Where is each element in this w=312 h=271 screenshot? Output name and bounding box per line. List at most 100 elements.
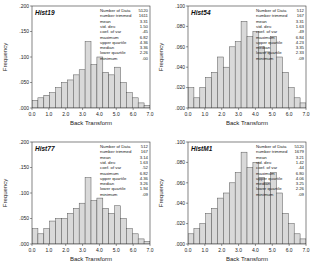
y-axis-label: Frequency xyxy=(2,179,8,207)
x-tick-label: 2.0 xyxy=(62,111,69,117)
panel-title: Hist54 xyxy=(191,9,211,16)
y-tick xyxy=(30,108,32,109)
stat-value: 1.50 xyxy=(140,24,149,29)
bar xyxy=(300,239,306,244)
y-tick xyxy=(30,31,32,32)
bar xyxy=(103,208,109,244)
bar xyxy=(44,95,50,108)
y-tick-label: .040 xyxy=(175,200,185,206)
x-tick-label: 6.0 xyxy=(286,247,293,253)
stat-value: 3.36 xyxy=(140,45,149,50)
bar xyxy=(56,219,62,245)
stat-label: number trimmed xyxy=(256,13,288,18)
stat-value: 4.36 xyxy=(140,176,149,181)
y-tick xyxy=(186,26,188,27)
x-axis-label: Back Transform xyxy=(70,120,112,126)
bar xyxy=(97,57,103,108)
stat-value: 3.35 xyxy=(296,45,305,50)
stat-label: Number of Data xyxy=(256,144,287,149)
bar xyxy=(50,221,56,244)
y-tick xyxy=(186,87,188,88)
x-tick-label: 5.0 xyxy=(269,111,276,117)
stat-value: 4.36 xyxy=(140,40,149,45)
stat-label: coef. of var xyxy=(100,165,122,170)
frame xyxy=(32,6,150,108)
bar xyxy=(79,70,85,108)
stat-label: maximum xyxy=(100,35,119,40)
stat-value: 6.84 xyxy=(296,35,305,40)
x-axis-label: Back Transform xyxy=(70,256,112,262)
y-tick xyxy=(30,193,32,194)
y-tick xyxy=(186,46,188,47)
y-tick xyxy=(186,244,188,245)
stat-label: maximum xyxy=(256,35,275,40)
bar xyxy=(132,98,138,108)
x-tick-label: 6.0 xyxy=(130,111,137,117)
bar xyxy=(277,57,283,108)
panel-title: Hist19 xyxy=(35,9,55,16)
bar xyxy=(247,37,253,108)
stat-value: 3.31 xyxy=(296,19,305,24)
stat-value: 512 xyxy=(297,8,305,13)
x-tick-label: 2.0 xyxy=(218,247,225,253)
frame xyxy=(188,142,306,244)
bar xyxy=(73,75,79,108)
bar xyxy=(91,201,97,244)
y-axis-label: Frequency xyxy=(158,43,164,71)
bar xyxy=(277,193,283,244)
frame xyxy=(32,142,150,244)
y-tick xyxy=(30,82,32,83)
bar xyxy=(67,213,73,244)
x-tick-label: 7.0 xyxy=(303,247,310,253)
bar xyxy=(67,80,73,108)
stat-value: 4.06 xyxy=(296,176,305,181)
bar xyxy=(32,100,38,108)
stat-value: .09 xyxy=(298,192,305,197)
x-tick-label: 7.0 xyxy=(303,111,310,117)
stat-label: median xyxy=(256,181,271,186)
stat-value: 3.14 xyxy=(140,155,149,160)
y-tick xyxy=(186,162,188,163)
stat-label: lower quartile xyxy=(256,186,282,191)
y-tick-label: .020 xyxy=(175,220,185,226)
x-tick-label: 0.0 xyxy=(185,111,192,117)
y-tick-label: .060 xyxy=(175,180,185,186)
x-tick-label: 0.0 xyxy=(185,247,192,253)
stat-value: 6.82 xyxy=(140,171,149,176)
bar xyxy=(218,198,224,244)
x-tick-label: 6.0 xyxy=(130,247,137,253)
x-tick-label: 4.0 xyxy=(96,247,103,253)
stat-label: mean xyxy=(100,155,111,160)
bar xyxy=(109,75,115,108)
bar xyxy=(200,88,206,108)
bar xyxy=(200,224,206,244)
stat-value: 4.23 xyxy=(296,40,305,45)
panel: 0.01.02.03.04.05.06.07.0.000.050.100.150… xyxy=(2,3,154,126)
y-tick-label: .000 xyxy=(19,241,29,247)
stat-value: .00 xyxy=(142,56,149,61)
stat-label: maximum xyxy=(100,171,119,176)
stat-value: .44 xyxy=(298,165,305,170)
y-tick-label: .200 xyxy=(19,139,29,145)
stat-label: median xyxy=(100,181,115,186)
stat-value: .09 xyxy=(142,192,149,197)
stat-label: minimum xyxy=(256,192,274,197)
y-tick xyxy=(30,6,32,7)
bar xyxy=(32,229,38,244)
bar xyxy=(288,88,294,108)
stat-label: upper quartile xyxy=(256,176,283,181)
bar xyxy=(206,213,212,244)
y-tick-label: .000 xyxy=(175,241,185,247)
stat-value: 5120 xyxy=(294,144,304,149)
bar xyxy=(241,152,247,244)
stat-label: mean xyxy=(256,155,267,160)
stat-label: maximum xyxy=(256,171,275,176)
bar xyxy=(271,173,277,244)
y-tick-label: .200 xyxy=(19,3,29,9)
stat-label: coef. of var xyxy=(256,165,278,170)
x-tick-label: 2.0 xyxy=(218,111,225,117)
panel-title: Hist77 xyxy=(35,145,55,152)
panel-title: HistM1 xyxy=(191,145,213,152)
y-tick-label: .100 xyxy=(175,139,185,145)
stat-label: std. dev. xyxy=(256,160,272,165)
